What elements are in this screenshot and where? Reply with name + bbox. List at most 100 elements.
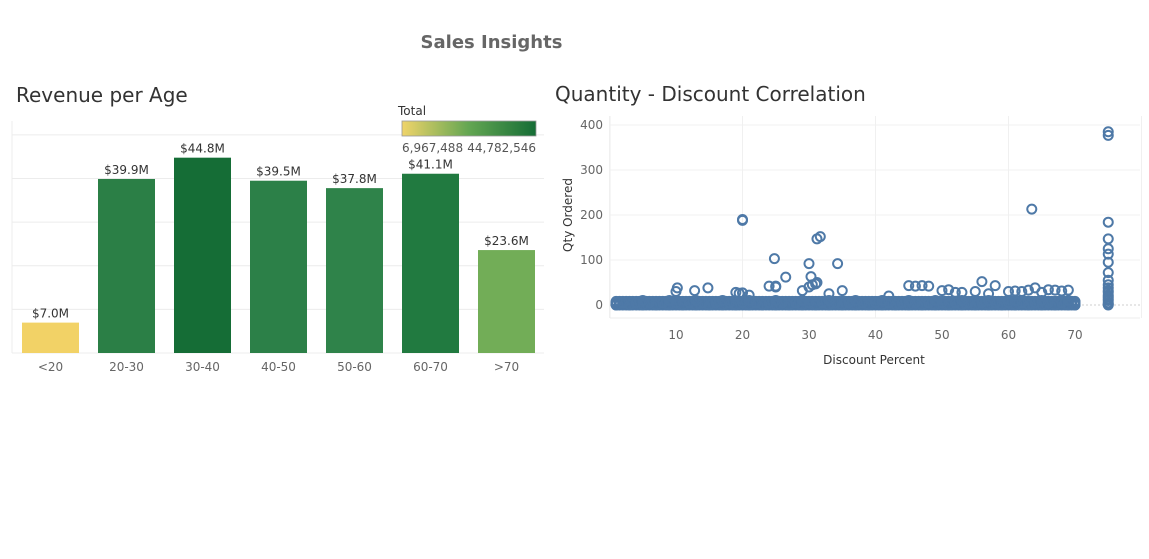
x-tick-label: <20 bbox=[38, 360, 63, 374]
scatter-point bbox=[750, 297, 762, 309]
scatter-point bbox=[677, 299, 689, 311]
legend-min-label: 6,967,488 bbox=[402, 141, 463, 155]
scatter-point bbox=[823, 288, 835, 300]
scatter-point bbox=[737, 287, 748, 299]
scatter-point bbox=[949, 297, 961, 309]
scatter-point bbox=[811, 277, 823, 288]
scatter-point bbox=[989, 280, 1001, 292]
scatter-point bbox=[796, 299, 808, 311]
x-tick-label: 70 bbox=[1067, 328, 1082, 342]
scatter-point bbox=[637, 295, 649, 306]
x-tick-label: 30-40 bbox=[185, 360, 220, 374]
scatter-point bbox=[723, 297, 735, 309]
scatter-point bbox=[923, 280, 935, 292]
scatter-point bbox=[717, 295, 729, 306]
scatter-point bbox=[702, 282, 714, 294]
scatter-point bbox=[956, 286, 968, 298]
scatter-point bbox=[883, 297, 895, 309]
scatter-point bbox=[976, 276, 988, 288]
scatter-point bbox=[770, 280, 782, 292]
bar bbox=[22, 322, 79, 353]
bar bbox=[98, 178, 155, 353]
scatter-point bbox=[883, 290, 895, 302]
bar bbox=[478, 250, 535, 353]
bar-data-label: $39.9M bbox=[104, 163, 149, 177]
scatter-point bbox=[743, 289, 755, 301]
scatter-point bbox=[770, 295, 782, 306]
scatter-point bbox=[617, 297, 629, 309]
x-tick-label: >70 bbox=[494, 360, 519, 374]
scatter-point bbox=[969, 286, 981, 297]
x-tick-label: 50 bbox=[934, 328, 949, 342]
scatter-point bbox=[1062, 299, 1074, 311]
scatter-point bbox=[683, 297, 695, 309]
scatter-point bbox=[743, 295, 755, 306]
scatter-point bbox=[783, 299, 795, 311]
x-tick-label: 40 bbox=[868, 328, 883, 342]
scatter-point bbox=[637, 299, 649, 311]
legend-title: Total bbox=[397, 104, 426, 118]
scatter-chart-title: Quantity - Discount Correlation bbox=[555, 82, 866, 106]
legend-max-label: 44,782,546 bbox=[467, 141, 536, 155]
scatter-point bbox=[1056, 285, 1068, 297]
bar-data-label: $23.6M bbox=[484, 234, 529, 248]
y-tick-label: 0 bbox=[595, 298, 603, 312]
scatter-point bbox=[780, 271, 792, 283]
scatter-point bbox=[1009, 299, 1021, 311]
bar-marks: $7.0M <20 $39.9M 20-30 $44.8M 30-40 $39.5M 40-5… bbox=[22, 142, 535, 374]
y-axis-title: Qty Ordered bbox=[561, 178, 575, 252]
scatter-point bbox=[909, 280, 921, 292]
scatter-point bbox=[943, 284, 955, 296]
scatter-point bbox=[983, 299, 995, 311]
revenue-bar-chart[interactable]: $7.0M <20 $39.9M 20-30 $44.8M 30-40 $39.5M 40-5… bbox=[0, 100, 550, 390]
x-tick-label: 60 bbox=[1001, 328, 1016, 342]
scatter-point bbox=[1102, 256, 1114, 268]
scatter-point bbox=[803, 297, 815, 309]
scatter-point bbox=[832, 258, 844, 270]
revenue-chart-title: Revenue per Age bbox=[16, 83, 188, 107]
scatter-point bbox=[1003, 297, 1014, 309]
scatter-point bbox=[776, 297, 788, 309]
scatter-point bbox=[670, 297, 682, 309]
scatter-point bbox=[909, 297, 921, 309]
legend-gradient-bar bbox=[401, 120, 537, 137]
scatter-point bbox=[843, 297, 855, 309]
scatter-point bbox=[690, 295, 702, 306]
scatter-point bbox=[650, 299, 662, 311]
scatter-point bbox=[870, 297, 881, 309]
scatter-point bbox=[923, 297, 935, 309]
y-tick-label: 200 bbox=[580, 208, 603, 222]
y-tick-label: 400 bbox=[580, 118, 603, 132]
bar-data-label: $44.8M bbox=[180, 142, 225, 156]
quantity-discount-scatter[interactable]: 0 100 200 300 400 10 20 30 40 50 60 70 Discount Per… bbox=[550, 100, 1149, 390]
scatter-point bbox=[1102, 126, 1114, 138]
scatter-point bbox=[663, 295, 675, 306]
scatter-point bbox=[949, 286, 961, 298]
x-tick-label: 60-70 bbox=[413, 360, 448, 374]
scatter-point bbox=[1026, 203, 1038, 215]
scatter-point bbox=[823, 295, 835, 306]
scatter-point bbox=[1036, 299, 1048, 311]
scatter-point bbox=[1036, 286, 1048, 298]
bar bbox=[326, 188, 383, 353]
scatter-point bbox=[943, 299, 955, 311]
scatter-point bbox=[850, 295, 862, 306]
scatter-point bbox=[630, 297, 642, 309]
scatter-point bbox=[903, 295, 915, 306]
scatter-point bbox=[956, 299, 968, 311]
scatter-point bbox=[657, 297, 669, 309]
scatter-point bbox=[810, 278, 822, 290]
scatter-point bbox=[697, 297, 709, 309]
scatter-point bbox=[1102, 243, 1114, 255]
color-legend[interactable]: Total 6,967,488 44,782,546 bbox=[397, 104, 537, 155]
scatter-point bbox=[996, 299, 1008, 311]
scatter-point bbox=[1042, 284, 1054, 296]
scatter-point bbox=[763, 280, 775, 292]
scatter-point bbox=[916, 299, 928, 311]
bar-data-label: $41.1M bbox=[408, 158, 453, 172]
x-tick-label: 10 bbox=[668, 328, 683, 342]
scatter-point bbox=[876, 299, 888, 311]
scatter-point bbox=[1102, 216, 1114, 228]
bar bbox=[402, 173, 459, 353]
scatter-point bbox=[1102, 233, 1114, 245]
